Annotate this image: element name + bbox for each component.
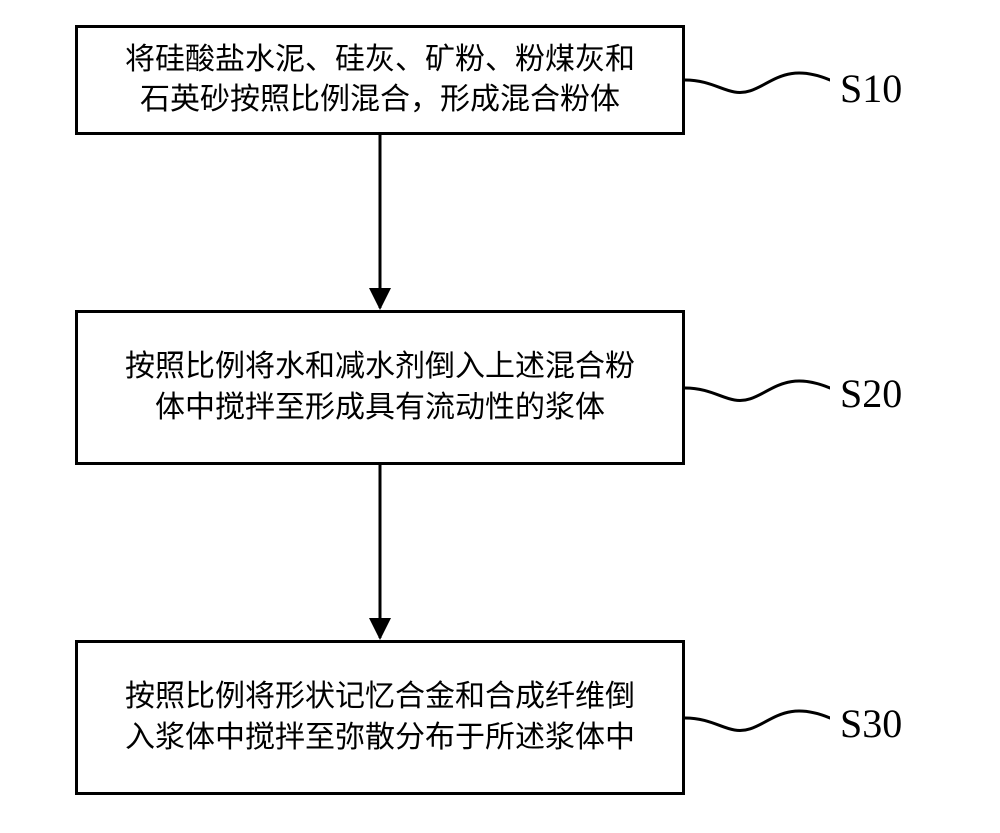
step-box-s20: 按照比例将水和减水剂倒入上述混合粉 体中搅拌至形成具有流动性的浆体 xyxy=(75,310,685,465)
flowchart-canvas: 将硅酸盐水泥、硅灰、矿粉、粉煤灰和 石英砂按照比例混合，形成混合粉体 S10 按照比… xyxy=(0,0,1000,833)
squiggle-connector xyxy=(685,358,830,418)
squiggle-connector xyxy=(685,688,830,748)
step-box-s10: 将硅酸盐水泥、硅灰、矿粉、粉煤灰和 石英砂按照比例混合，形成混合粉体 xyxy=(75,25,685,135)
step-box-s30: 按照比例将形状记忆合金和合成纤维倒 入浆体中搅拌至弥散分布于所述浆体中 xyxy=(75,640,685,795)
step-label-s10: S10 xyxy=(840,65,902,112)
flow-arrow xyxy=(360,465,400,640)
step-label-s30: S30 xyxy=(840,700,902,747)
step-label-s20: S20 xyxy=(840,370,902,417)
flow-arrow xyxy=(360,135,400,310)
squiggle-connector xyxy=(685,50,830,110)
